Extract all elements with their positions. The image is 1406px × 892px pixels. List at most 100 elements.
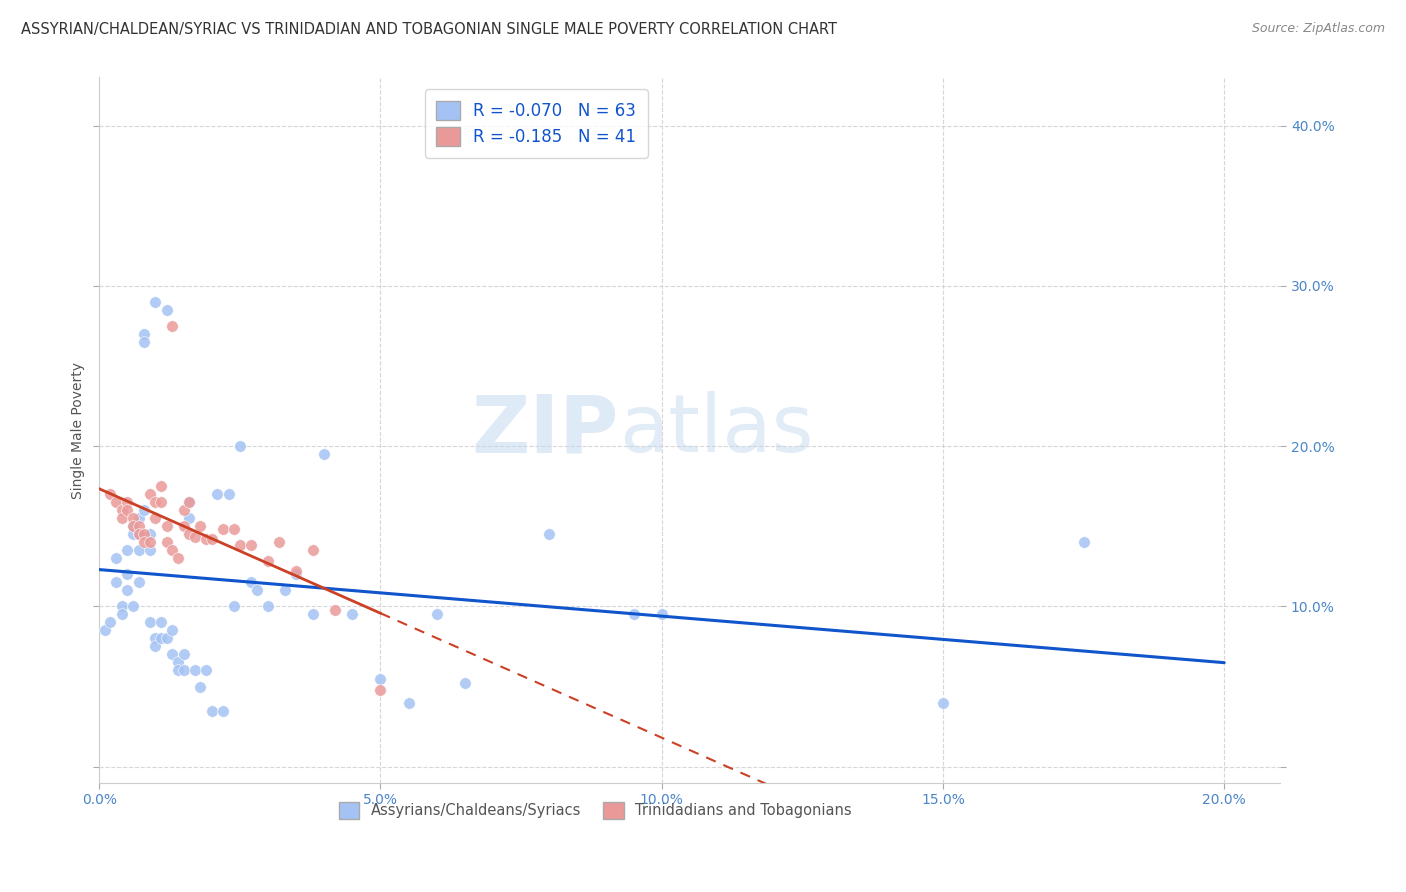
Point bbox=[139, 527, 162, 541]
Point bbox=[240, 539, 263, 553]
Point bbox=[134, 503, 156, 517]
Point bbox=[167, 551, 190, 566]
Y-axis label: Single Male Poverty: Single Male Poverty bbox=[72, 361, 86, 499]
Point bbox=[150, 495, 173, 509]
Point bbox=[201, 532, 224, 546]
Point bbox=[134, 527, 156, 541]
Point bbox=[257, 599, 280, 614]
Point bbox=[145, 632, 167, 646]
Point bbox=[224, 599, 246, 614]
Point bbox=[285, 567, 308, 582]
Point bbox=[285, 564, 308, 578]
Point bbox=[207, 487, 229, 501]
Point bbox=[117, 583, 139, 598]
Point bbox=[370, 672, 392, 686]
Point bbox=[145, 640, 167, 654]
Point bbox=[184, 664, 207, 678]
Point bbox=[1073, 535, 1095, 549]
Point bbox=[134, 535, 156, 549]
Point bbox=[179, 511, 201, 525]
Point bbox=[117, 543, 139, 558]
Point bbox=[184, 531, 207, 545]
Point bbox=[190, 680, 212, 694]
Point bbox=[100, 615, 122, 630]
Point bbox=[134, 326, 156, 341]
Point bbox=[145, 294, 167, 309]
Point bbox=[128, 575, 150, 590]
Point bbox=[105, 551, 128, 566]
Point bbox=[122, 519, 145, 533]
Point bbox=[179, 527, 201, 541]
Point bbox=[370, 682, 392, 697]
Point bbox=[156, 302, 179, 317]
Point bbox=[156, 535, 179, 549]
Point bbox=[122, 527, 145, 541]
Point bbox=[179, 495, 201, 509]
Text: Source: ZipAtlas.com: Source: ZipAtlas.com bbox=[1251, 22, 1385, 36]
Point bbox=[426, 607, 449, 622]
Point bbox=[128, 543, 150, 558]
Text: atlas: atlas bbox=[619, 391, 813, 469]
Point bbox=[212, 523, 235, 537]
Text: ZIP: ZIP bbox=[471, 391, 619, 469]
Text: ASSYRIAN/CHALDEAN/SYRIAC VS TRINIDADIAN AND TOBAGONIAN SINGLE MALE POVERTY CORRE: ASSYRIAN/CHALDEAN/SYRIAC VS TRINIDADIAN … bbox=[21, 22, 837, 37]
Point bbox=[224, 523, 246, 537]
Point bbox=[128, 519, 150, 533]
Point bbox=[122, 599, 145, 614]
Point bbox=[190, 519, 212, 533]
Point bbox=[122, 511, 145, 525]
Legend: Assyrians/Chaldeans/Syriacs, Trinidadians and Tobagonians: Assyrians/Chaldeans/Syriacs, Trinidadian… bbox=[333, 797, 858, 825]
Point bbox=[111, 599, 134, 614]
Point bbox=[162, 624, 184, 638]
Point bbox=[173, 519, 195, 533]
Point bbox=[229, 539, 252, 553]
Point bbox=[150, 615, 173, 630]
Point bbox=[139, 615, 162, 630]
Point bbox=[398, 696, 420, 710]
Point bbox=[162, 648, 184, 662]
Point bbox=[932, 696, 955, 710]
Point bbox=[538, 527, 561, 541]
Point bbox=[156, 519, 179, 533]
Point bbox=[134, 334, 156, 349]
Point bbox=[302, 607, 325, 622]
Point bbox=[150, 479, 173, 493]
Point bbox=[139, 543, 162, 558]
Point bbox=[139, 535, 162, 549]
Point bbox=[651, 607, 673, 622]
Point bbox=[111, 503, 134, 517]
Point bbox=[246, 583, 269, 598]
Point bbox=[111, 607, 134, 622]
Point bbox=[111, 511, 134, 525]
Point bbox=[100, 487, 122, 501]
Point bbox=[145, 495, 167, 509]
Point bbox=[229, 439, 252, 453]
Point bbox=[173, 648, 195, 662]
Point bbox=[145, 511, 167, 525]
Point bbox=[173, 503, 195, 517]
Point bbox=[314, 447, 336, 461]
Point bbox=[117, 567, 139, 582]
Point bbox=[117, 495, 139, 509]
Point bbox=[122, 519, 145, 533]
Point bbox=[274, 583, 297, 598]
Point bbox=[623, 607, 645, 622]
Point bbox=[128, 511, 150, 525]
Point bbox=[195, 664, 218, 678]
Point bbox=[173, 664, 195, 678]
Point bbox=[105, 495, 128, 509]
Point bbox=[139, 487, 162, 501]
Point bbox=[240, 575, 263, 590]
Point bbox=[167, 664, 190, 678]
Point bbox=[150, 632, 173, 646]
Point bbox=[167, 656, 190, 670]
Point bbox=[269, 535, 291, 549]
Point bbox=[195, 532, 218, 546]
Point bbox=[454, 676, 477, 690]
Point bbox=[325, 602, 347, 616]
Point bbox=[179, 495, 201, 509]
Point bbox=[302, 543, 325, 558]
Point bbox=[212, 704, 235, 718]
Point bbox=[94, 624, 117, 638]
Point bbox=[105, 575, 128, 590]
